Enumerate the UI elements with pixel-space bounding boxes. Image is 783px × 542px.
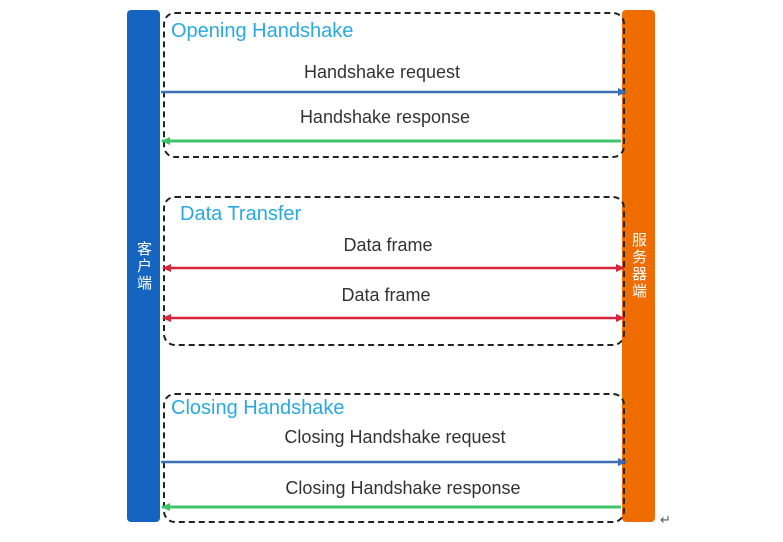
closing-handshake-title: Closing Handshake	[171, 397, 345, 419]
handshake-response-label: Handshake response	[299, 107, 471, 127]
data-frame-label-1: Data frame	[343, 235, 433, 255]
client-lifeline: 客户端	[127, 10, 160, 522]
server-label: 服务器端	[630, 232, 647, 300]
opening-handshake-title: Opening Handshake	[171, 20, 354, 42]
return-mark: ↵	[660, 512, 671, 527]
server-lifeline: 服务器端	[622, 10, 655, 522]
client-label: 客户端	[135, 240, 152, 292]
closing-request-label: Closing Handshake request	[284, 427, 506, 447]
closing-response-label: Closing Handshake response	[285, 478, 521, 498]
data-transfer-title: Data Transfer	[180, 203, 302, 225]
handshake-request-label: Handshake request	[303, 62, 461, 82]
data-frame-label-2: Data frame	[341, 285, 431, 305]
opening-handshake-section	[163, 12, 625, 158]
